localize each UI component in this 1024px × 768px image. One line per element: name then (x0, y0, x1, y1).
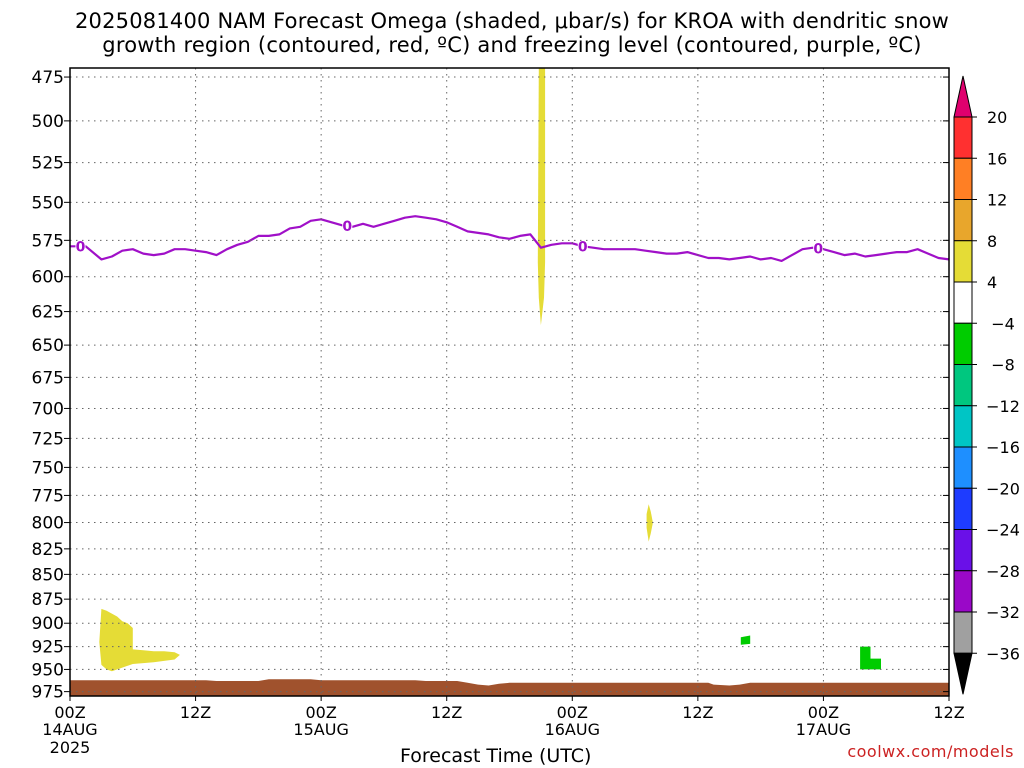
colorbar-label-10: −24 (986, 521, 1020, 540)
freezing-level-label-1: 0 (342, 219, 352, 235)
colorbar-label-3: 8 (987, 232, 997, 251)
x-year-label-0: 2025 (50, 738, 91, 757)
terrain-fill (70, 679, 949, 696)
x-tick-label-12: 12Z (180, 703, 211, 722)
colorbar-box-11 (953, 570, 973, 613)
chart-title-line1: 2025081400 NAM Forecast Omega (shaded, μ… (74, 9, 950, 33)
x-date-label-0: 14AUG (42, 720, 97, 739)
freezing-level-label-3: 0 (813, 241, 823, 257)
colorbar-label-0: 20 (987, 108, 1007, 127)
omega-region-green-spot-2 (860, 646, 881, 670)
colorbar-box-1 (953, 157, 973, 200)
freezing-level-label-bg-0 (75, 238, 86, 254)
colorbar-box-10 (953, 529, 973, 572)
x-axis-label: Forecast Time (UTC) (400, 745, 592, 767)
colorbar-box-2 (953, 199, 973, 242)
x-tick-label-48: 00Z (557, 703, 588, 722)
freezing-level-label-2: 0 (578, 239, 588, 255)
credit-link[interactable]: coolwx.com/models (847, 742, 1014, 761)
colorbar-label-9: −20 (986, 479, 1020, 498)
y-tick-label-475: 475 (32, 68, 64, 88)
freezing-level-label-bg-2 (577, 238, 588, 254)
colorbar-label-4: 4 (987, 273, 997, 292)
y-tick-label-875: 875 (32, 590, 64, 610)
x-tick-label-36: 12Z (431, 703, 462, 722)
x-tick-label-72: 00Z (808, 703, 839, 722)
y-tick-label-500: 500 (32, 112, 64, 132)
colorbar-label-8: −16 (986, 438, 1020, 457)
plot-frame (69, 67, 950, 697)
omega-region-green-spot-1 (740, 635, 751, 645)
omega-region-vertical-yellow-band (537, 68, 546, 326)
plot-area: 0 0 0 0 (70, 68, 950, 696)
freezing-level-label-0: 0 (76, 239, 86, 255)
omega-region-small-yellow-spot (646, 504, 653, 542)
freezing-level-label-bg-1 (342, 218, 353, 234)
chart-title-line2: growth region (contoured, red, ºC) and f… (102, 33, 922, 57)
y-tick-label-675: 675 (32, 368, 64, 388)
x-date-label-24: 15AUG (293, 720, 348, 739)
y-tick-label-625: 625 (32, 303, 64, 323)
y-tick-label-825: 825 (32, 540, 64, 560)
colorbar-box-8 (953, 446, 973, 489)
colorbar-box-12 (953, 611, 973, 654)
y-tick-label-550: 550 (32, 193, 64, 213)
x-date-label-72: 17AUG (796, 720, 851, 739)
colorbar-label-11: −28 (986, 562, 1020, 581)
omega-region-low-level-yellow-blob (99, 608, 180, 672)
grid (70, 68, 949, 696)
y-tick-label-600: 600 (32, 268, 64, 288)
colorbar-box-7 (953, 405, 973, 448)
x-tick-label-60: 12Z (682, 703, 713, 722)
colorbar-box-0 (953, 116, 973, 159)
colorbar-label-2: 12 (987, 191, 1007, 210)
colorbar-label-5: −4 (991, 314, 1015, 333)
freezing-level-line (70, 215, 950, 262)
x-tick-label-24: 00Z (305, 703, 336, 722)
colorbar-bottom-triangle (953, 652, 973, 695)
colorbar-label-12: −32 (986, 603, 1020, 622)
y-tick-label-725: 725 (32, 429, 64, 449)
colorbar-label-7: −12 (986, 397, 1020, 416)
y-axis: 475 500 525 550 575 600 625 650 675 700 725 750 775 8… (32, 68, 949, 703)
y-tick-label-950: 950 (32, 660, 64, 680)
y-tick-label-900: 900 (32, 614, 64, 634)
colorbar-label-13: −36 (986, 644, 1020, 663)
colorbar-box-6 (953, 364, 973, 407)
colorbar-box-9 (953, 487, 973, 530)
colorbar-label-6: −8 (991, 356, 1015, 375)
colorbar: 20 16 12 8 4 −4 −8 −12 −16 −20 −24 −28 −32 −36 (953, 75, 1020, 695)
y-tick-label-925: 925 (32, 638, 64, 658)
colorbar-label-1: 16 (987, 149, 1007, 168)
colorbar-box-4 (953, 281, 973, 324)
y-tick-label-525: 525 (32, 154, 64, 174)
y-tick-label-800: 800 (32, 514, 64, 534)
y-tick-label-975: 975 (32, 683, 64, 703)
y-tick-label-650: 650 (32, 336, 64, 356)
y-tick-label-575: 575 (32, 231, 64, 251)
x-date-label-48: 16AUG (545, 720, 600, 739)
y-tick-label-750: 750 (32, 458, 64, 478)
y-tick-label-700: 700 (32, 399, 64, 419)
plot-border (69, 67, 950, 697)
colorbar-box-5 (953, 322, 973, 365)
freezing-level-label-bg-3 (813, 240, 824, 256)
x-tick-label-84: 12Z (933, 703, 964, 722)
y-tick-label-850: 850 (32, 565, 64, 585)
y-tick-label-775: 775 (32, 486, 64, 506)
colorbar-top-triangle (953, 75, 973, 118)
colorbar-box-3 (953, 240, 973, 283)
x-tick-label-0: 00Z (54, 703, 85, 722)
